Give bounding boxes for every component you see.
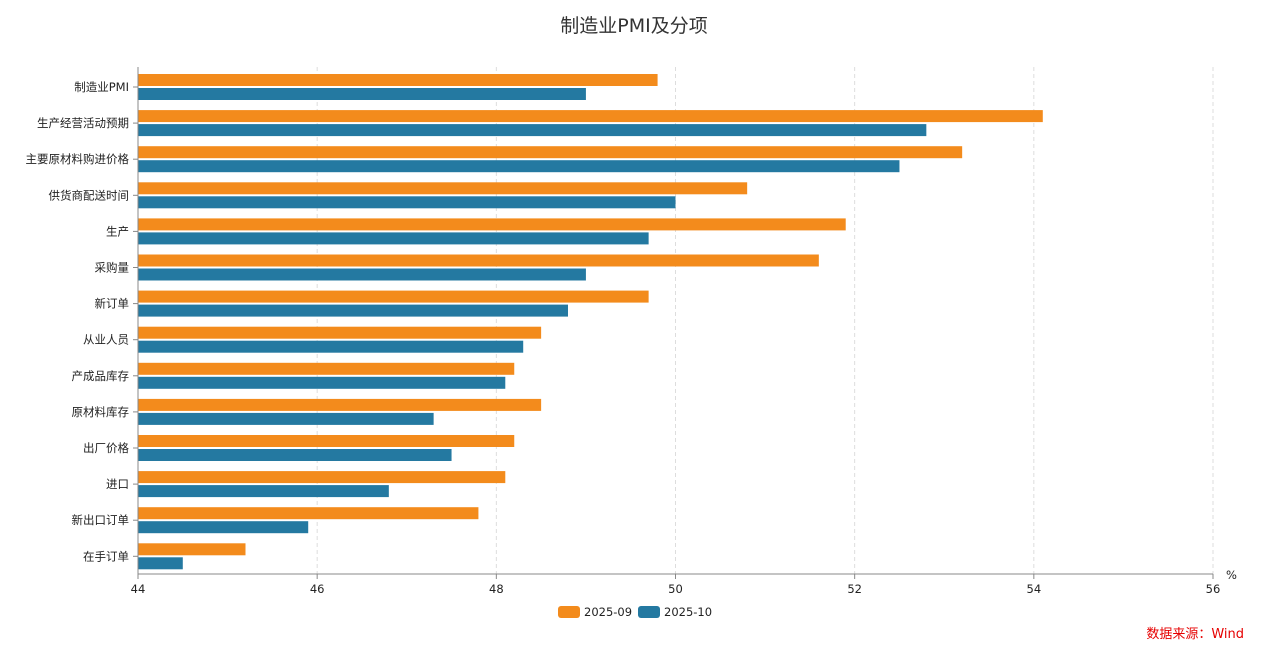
y-category-label: 新订单 (95, 297, 130, 311)
y-category-label: 新出口订单 (72, 513, 130, 527)
bars (138, 74, 1043, 570)
bar-2025-09 (138, 398, 542, 411)
bar-2025-10 (138, 557, 183, 570)
bar-2025-10 (138, 160, 900, 173)
bar-2025-10 (138, 412, 434, 425)
bar-2025-09 (138, 362, 515, 375)
x-axis-unit: % (1226, 568, 1237, 582)
bar-2025-10 (138, 340, 524, 353)
y-category-label: 生产 (106, 224, 129, 238)
chart-title: 制造业PMI及分项 (560, 15, 707, 37)
y-category-label: 原材料库存 (72, 405, 130, 419)
legend-swatch (558, 606, 580, 618)
x-tick-label: 48 (489, 582, 504, 596)
y-category-label: 在手订单 (83, 549, 129, 563)
bar-2025-10 (138, 124, 927, 137)
bar-2025-09 (138, 326, 542, 339)
y-category-label: 进口 (106, 477, 129, 491)
legend-label: 2025-09 (584, 605, 632, 619)
bar-2025-09 (138, 74, 658, 86)
y-category-label: 产成品库存 (72, 369, 130, 383)
bar-2025-09 (138, 435, 515, 447)
x-tick-label: 50 (668, 582, 683, 596)
x-axis: 44 46 48 50 52 54 56 (131, 573, 1221, 596)
bar-2025-10 (138, 376, 506, 389)
x-tick-label: 56 (1206, 582, 1221, 596)
bar-2025-09 (138, 471, 506, 484)
y-axis: 制造业PMI 生产经营活动预期主要原材料购进价格供货商配送时间生产采购量新订单从业… (26, 67, 139, 574)
legend-swatch (638, 606, 660, 618)
bar-2025-09 (138, 507, 479, 520)
bar-2025-10 (138, 88, 586, 100)
y-category-label: 主要原材料购进价格 (26, 152, 130, 166)
bar-2025-09 (138, 254, 819, 267)
bar-2025-09 (138, 290, 649, 303)
bar-2025-10 (138, 304, 568, 317)
x-tick-label: 52 (847, 582, 862, 596)
y-category-label: 制造业PMI (74, 80, 129, 94)
y-category-label: 生产经营活动预期 (37, 116, 129, 130)
bar-2025-10 (138, 232, 649, 245)
grid-lines (316, 67, 1214, 574)
bar-2025-10 (138, 449, 452, 461)
x-tick-label: 54 (1027, 582, 1042, 596)
bar-2025-09 (138, 543, 246, 556)
x-tick-label: 46 (310, 582, 325, 596)
legend: 2025-09 2025-10 (558, 605, 712, 619)
bar-2025-09 (138, 110, 1043, 123)
data-source: 数据来源：Wind (1146, 627, 1244, 642)
bar-2025-10 (138, 268, 586, 281)
bar-2025-10 (138, 485, 389, 498)
bar-2025-09 (138, 182, 748, 195)
bar-2025-10 (138, 521, 309, 534)
bar-2025-10 (138, 196, 676, 209)
legend-label: 2025-10 (664, 605, 712, 619)
y-category-label: 从业人员 (83, 333, 129, 347)
bar-2025-09 (138, 146, 963, 159)
x-tick-label: 44 (131, 582, 146, 596)
bar-2025-09 (138, 218, 846, 231)
y-category-label: 供货商配送时间 (49, 188, 130, 202)
y-category-label: 采购量 (95, 261, 130, 275)
y-category-label: 出厂价格 (83, 441, 129, 455)
